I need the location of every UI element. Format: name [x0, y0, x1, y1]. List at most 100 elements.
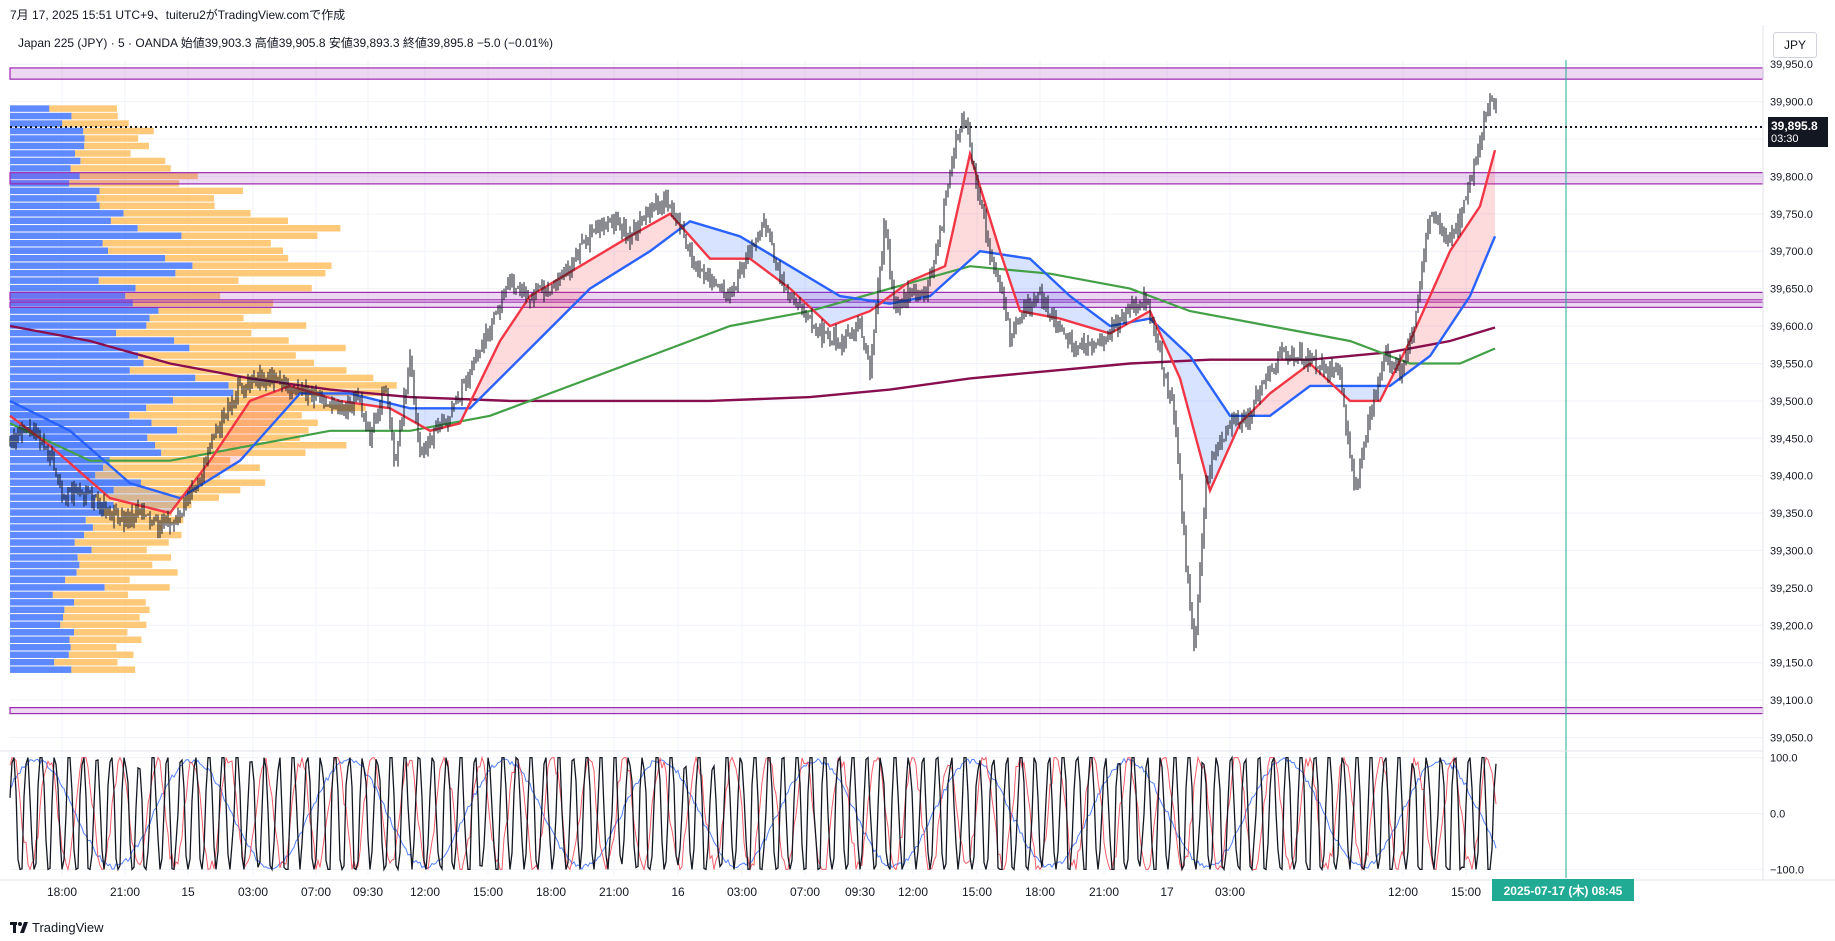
ma-cloud-segment [1222, 403, 1225, 464]
ma-cloud-segment [1300, 368, 1303, 394]
ma-cloud-segment [1450, 246, 1453, 327]
volume-profile-buy-bar [10, 658, 55, 666]
ma-cloud-segment [583, 262, 586, 296]
volume-profile-buy-bar [10, 509, 104, 516]
price-tick-label: 39,050.0 [1770, 733, 1813, 745]
ma-cloud-segment [526, 297, 529, 353]
ma-cloud-segment [367, 397, 370, 406]
ma-cloud-segment [724, 231, 727, 259]
ma-cloud-segment [1048, 275, 1051, 317]
volume-profile-sell-bar [175, 269, 326, 277]
last-price-label: 39,895.8 03:30 [1768, 117, 1828, 147]
volume-profile-sell-bar [96, 195, 214, 202]
volume-profile-buy-bar [10, 606, 65, 614]
ma-cloud-segment [85, 443, 88, 479]
volume-profile-buy-bar [10, 195, 97, 202]
ma-cloud-segment [118, 472, 121, 501]
ma-cloud-segment [145, 487, 148, 508]
ma-cloud-segment [559, 276, 562, 320]
ma-cloud-segment [262, 395, 265, 437]
volume-profile-sell-bar [74, 150, 131, 157]
volume-profile-sell-bar [49, 105, 117, 112]
ma-cloud-segment [364, 396, 367, 405]
volume-profile-buy-bar [10, 135, 85, 142]
ma-cloud-segment [577, 266, 580, 302]
ma-cloud-segment [1075, 299, 1078, 324]
volume-profile-sell-bar [77, 554, 172, 561]
volume-profile-buy-bar [10, 299, 133, 307]
tradingview-logo-icon [10, 921, 28, 933]
ma-cloud-segment [244, 405, 247, 457]
oscillator-axis: 100.0 0.0 −100.0 [1770, 753, 1804, 877]
ma-cloud-segment [844, 296, 847, 321]
ma-cloud-segment [1438, 271, 1441, 344]
volume-profile-sell-bar [177, 427, 309, 434]
ma-cloud-segment [493, 349, 496, 386]
volume-profile-buy-bar [10, 591, 53, 599]
ma-cloud-segment [571, 269, 574, 308]
ma-cloud-segment [91, 449, 94, 485]
volume-profile-buy-bar [10, 225, 138, 232]
volume-profile-buy-bar [10, 584, 105, 591]
time-tick-label: 12:00 [410, 885, 440, 899]
chart-created-caption: 7月 17, 2025 15:51 UTC+9、tuiteru2がTrading… [10, 8, 346, 22]
ma-cloud-segment [250, 399, 253, 450]
ma-cloud-segment [88, 446, 91, 482]
ma-cloud-segment [733, 234, 736, 259]
currency-button[interactable]: JPY [1773, 32, 1817, 58]
time-tick-label: 21:00 [1089, 885, 1119, 899]
volume-profile-buy-bar [10, 374, 196, 382]
ma-cloud-segment [214, 450, 217, 477]
time-tick-label: 12:00 [898, 885, 928, 899]
volume-profile-sell-bar [84, 142, 149, 150]
ma-cloud-segment [169, 494, 172, 513]
ma-cloud-segment [16, 403, 19, 423]
ma-cloud-segment [40, 415, 43, 441]
ma-cloud-segment [1363, 385, 1366, 401]
ma-cloud-segment [940, 267, 943, 288]
ma-cloud-segment [796, 269, 799, 298]
ma-cloud-segment [568, 271, 571, 311]
price-tick-label: 39,650.0 [1770, 284, 1813, 296]
price-tick-label: 39,800.0 [1770, 171, 1813, 183]
ma-cloud-segment [31, 411, 34, 434]
ma-cloud-segment [343, 393, 346, 402]
price-tick-label: 39,500.0 [1770, 396, 1813, 408]
ma-cloud-segment [973, 163, 976, 258]
ma-cloud-segment [433, 408, 436, 431]
price-zone [9, 67, 1764, 80]
volume-profile-buy-bar [10, 501, 114, 509]
volume-profile-sell-bar [149, 314, 244, 322]
ma-cloud-segment [649, 223, 652, 252]
ma-cloud-segment [502, 333, 505, 377]
ma-cloud-segment [103, 459, 106, 495]
ma-cloud-segment [1444, 257, 1447, 336]
ma-cloud-segment [598, 253, 601, 284]
price-tick-label: 39,200.0 [1770, 620, 1813, 632]
volume-profile-buy-bar [10, 629, 75, 636]
ma-cloud-segment [766, 251, 769, 273]
volume-profile-buy-bar [10, 442, 156, 449]
volume-profile-sell-bar [65, 576, 130, 584]
ma-cloud-segment [643, 227, 646, 256]
ma-cloud-segment [595, 255, 598, 286]
volume-profile-sell-bar [95, 471, 220, 479]
volume-profile-sell-bar [102, 240, 271, 247]
volume-profile-buy-bar [10, 322, 147, 329]
ma-cloud-segment [793, 267, 796, 295]
volume-profile-buy-bar [10, 232, 182, 240]
ma-cloud-segment [613, 244, 616, 275]
volume-profile-buy-bar [10, 217, 111, 225]
volume-profile-buy-bar [10, 464, 104, 471]
ma-cloud-segment [1060, 286, 1063, 320]
time-tick-label: 15:00 [962, 885, 992, 899]
ma-cloud-segment [586, 260, 589, 293]
volume-profile-sell-bar [79, 172, 198, 180]
volume-profile-buy-bar [10, 516, 86, 524]
time-tick-label: 07:00 [301, 885, 331, 899]
volume-profile-buy-bar [10, 389, 234, 397]
ma-cloud-segment [763, 250, 766, 271]
volume-profile-sell-bar [83, 127, 154, 135]
volume-profile-buy-bar [10, 127, 84, 135]
